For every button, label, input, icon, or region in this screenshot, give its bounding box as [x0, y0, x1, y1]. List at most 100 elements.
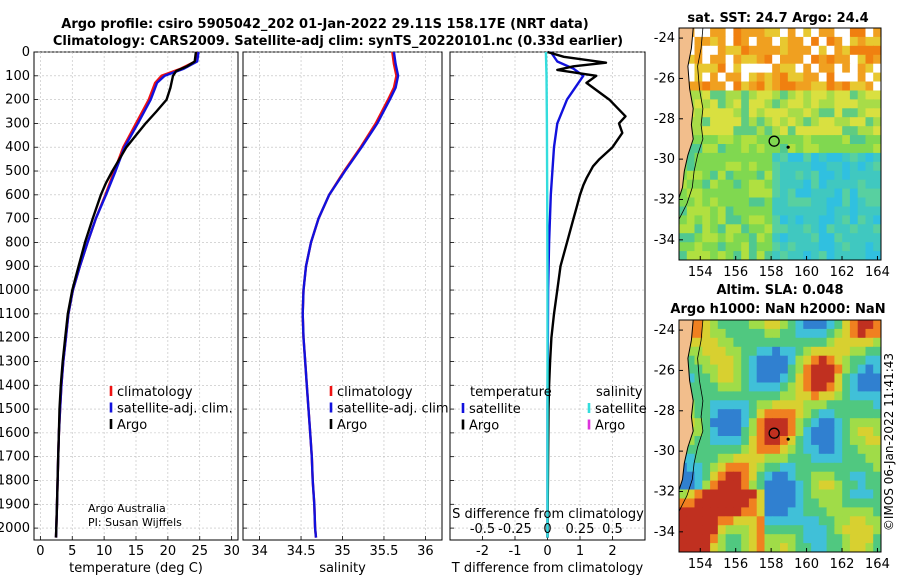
- map-cell: [741, 489, 750, 499]
- map-cell: [741, 471, 750, 482]
- map-cell: [756, 328, 766, 339]
- map-cell: [764, 90, 773, 100]
- map-cell: [865, 90, 874, 100]
- map-cell: [748, 320, 758, 330]
- map-cell: [787, 251, 797, 260]
- map-cell: [849, 152, 859, 163]
- map-cell: [741, 498, 750, 508]
- map-cell: [694, 436, 703, 446]
- map-cell: [694, 144, 703, 154]
- map-cell: [803, 364, 812, 375]
- map-cell: [733, 480, 742, 491]
- map-cell: [857, 45, 867, 56]
- map-cell: [865, 328, 874, 339]
- map-cell: [764, 525, 773, 535]
- map-cell: [873, 418, 881, 428]
- map-cell: [780, 489, 789, 499]
- map-cell: [717, 188, 727, 199]
- map-cell: [741, 63, 750, 74]
- map-cell: [725, 337, 734, 348]
- map-cell: [741, 28, 750, 38]
- map-cell: [842, 144, 851, 154]
- map-cell: [826, 108, 835, 118]
- map-cell: [811, 391, 820, 401]
- map-cell: [803, 355, 812, 366]
- map-cell: [710, 144, 719, 154]
- map-cell: [733, 320, 742, 330]
- map-cell: [842, 99, 851, 109]
- figure-title-line2: Climatology: CARS2009. Satellite-adj cli…: [53, 34, 623, 49]
- map-cell: [787, 462, 797, 473]
- map-cell: [787, 161, 797, 172]
- x-tick-label: 5: [68, 544, 76, 559]
- map-cell: [748, 206, 758, 216]
- map-cell: [865, 108, 874, 118]
- map-cell: [818, 400, 828, 410]
- map-cell: [756, 391, 766, 401]
- legend-entry: satellite: [595, 402, 647, 417]
- map-cell: [811, 516, 820, 526]
- map-cell: [834, 117, 843, 127]
- map-cell: [741, 444, 750, 455]
- map-cell: [842, 400, 851, 410]
- map-cell: [865, 462, 874, 473]
- map-cell: [741, 436, 750, 446]
- map-cell: [857, 346, 867, 357]
- map-cell: [772, 45, 781, 56]
- map-cell: [725, 99, 734, 109]
- map-cell: [865, 525, 874, 535]
- map-cell: [834, 81, 843, 91]
- legend-entry: Argo: [117, 418, 147, 433]
- map-cell: [865, 418, 874, 428]
- map-cell: [818, 489, 828, 499]
- map-cell: [702, 45, 711, 56]
- map-cell: [803, 144, 812, 154]
- map-cell: [702, 427, 711, 437]
- map-cell: [741, 215, 750, 225]
- map-cell: [849, 144, 859, 154]
- map-cell: [741, 144, 750, 154]
- map-cell: [733, 400, 742, 410]
- map-cell: [849, 480, 859, 491]
- map-cell: [710, 188, 719, 199]
- map-cell: [857, 135, 867, 145]
- map-cell: [717, 471, 727, 482]
- map-cell: [764, 516, 773, 526]
- map-cell: [780, 534, 789, 544]
- map-cell: [865, 507, 874, 517]
- map-cell: [725, 126, 734, 136]
- map-cell: [873, 462, 881, 473]
- map-cell: [857, 444, 867, 455]
- map-cell: [748, 498, 758, 508]
- map-cell: [764, 355, 773, 366]
- map-cell: [787, 72, 797, 83]
- map-cell: [857, 188, 867, 199]
- map-cell: [826, 480, 835, 491]
- map-cell: [803, 418, 812, 428]
- x2-axis-label: S difference from climatology: [452, 507, 644, 522]
- map-cell: [686, 81, 696, 91]
- map-cell: [741, 161, 750, 172]
- map-cell: [849, 498, 859, 508]
- map-cell: [842, 233, 851, 243]
- map-cell: [795, 337, 804, 348]
- map-cell: [741, 355, 750, 366]
- map-cell: [694, 170, 703, 181]
- map-cell: [787, 364, 797, 375]
- map-cell: [725, 197, 734, 207]
- map-cell: [710, 135, 719, 145]
- map-cell: [849, 489, 859, 499]
- map-cell: [787, 534, 797, 544]
- map-cell: [717, 543, 727, 552]
- map-cell: [702, 242, 711, 252]
- map-cell: [686, 224, 696, 234]
- map-cell: [811, 72, 820, 83]
- map-cell: [795, 364, 804, 375]
- map-cell: [787, 179, 797, 190]
- map-cell: [818, 135, 828, 145]
- map-cell: [849, 45, 859, 56]
- map-cell: [834, 126, 843, 136]
- map-cell: [710, 90, 719, 100]
- map-cell: [710, 364, 719, 375]
- map-cell: [702, 144, 711, 154]
